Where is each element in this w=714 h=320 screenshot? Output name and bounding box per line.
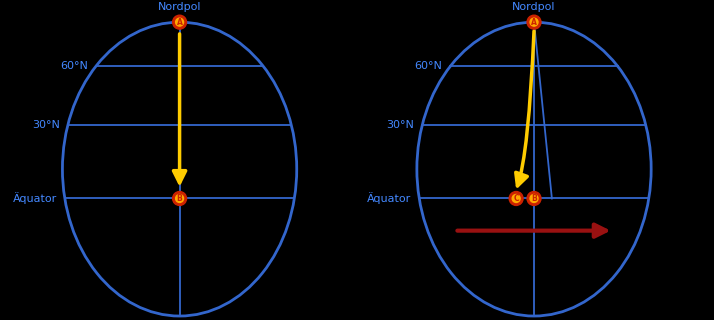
Text: C: C — [513, 194, 519, 203]
Circle shape — [176, 195, 183, 203]
Circle shape — [530, 18, 538, 26]
Text: Äquator: Äquator — [13, 193, 57, 204]
Text: A: A — [176, 18, 183, 27]
Text: 60°N: 60°N — [415, 61, 443, 71]
Text: 30°N: 30°N — [386, 120, 414, 130]
Text: Äquator: Äquator — [367, 193, 411, 204]
FancyArrowPatch shape — [516, 31, 534, 186]
Text: Nordpol: Nordpol — [512, 2, 555, 12]
Circle shape — [527, 192, 541, 205]
Text: A: A — [531, 18, 537, 27]
Circle shape — [509, 192, 523, 205]
Text: B: B — [176, 194, 183, 203]
Text: 60°N: 60°N — [60, 61, 88, 71]
Circle shape — [173, 15, 186, 29]
Text: Nordpol: Nordpol — [158, 2, 201, 12]
Circle shape — [176, 18, 183, 26]
Circle shape — [530, 195, 538, 203]
Circle shape — [512, 195, 520, 203]
Text: B: B — [531, 194, 537, 203]
Circle shape — [173, 192, 186, 205]
Circle shape — [527, 15, 541, 29]
Text: 30°N: 30°N — [32, 120, 60, 130]
